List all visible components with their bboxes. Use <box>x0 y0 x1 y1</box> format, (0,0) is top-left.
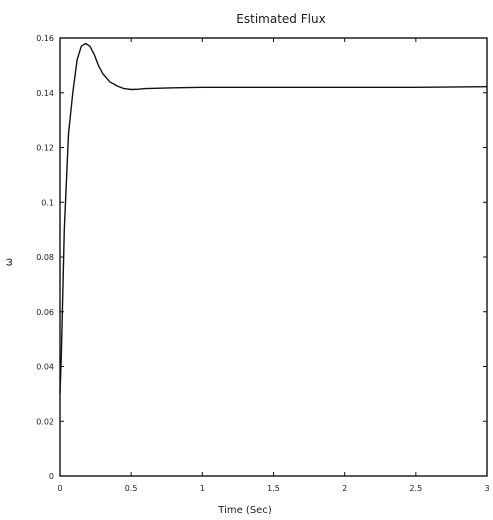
x-tick-label: 3 <box>484 484 489 493</box>
x-tick-labels: 0 0.5 1 1.5 2 2.5 3 <box>57 484 489 493</box>
y-tick-labels: 0 0.02 0.04 0.06 0.08 0.1 0.12 0.14 0.16 <box>36 34 54 481</box>
y-tick-label: 0.1 <box>41 198 54 207</box>
y-tick-label: 0.16 <box>36 34 54 43</box>
y-tick-label: 0.08 <box>36 253 54 262</box>
chart-title: Estimated Flux <box>236 12 325 26</box>
y-tick-label: 0.02 <box>36 417 54 426</box>
x-tick-label: 0 <box>57 484 62 493</box>
x-tick-label: 2 <box>342 484 347 493</box>
y-tick-label: 0.04 <box>36 363 54 372</box>
y-tick-label: 0.14 <box>36 89 54 98</box>
x-tick-label: 1 <box>200 484 205 493</box>
x-axis-label: Time (Sec) <box>217 505 272 516</box>
x-tick-label: 2.5 <box>409 484 422 493</box>
y-tick-label: 0 <box>49 472 54 481</box>
x-tick-label: 1.5 <box>267 484 280 493</box>
estimated-flux-line <box>59 42 488 394</box>
plot-frame <box>59 37 488 477</box>
y-tick-label: 0.12 <box>36 144 54 153</box>
y-axis-label: ω <box>4 258 15 266</box>
axis-ticks <box>59 37 488 477</box>
y-tick-label: 0.06 <box>36 308 54 317</box>
x-tick-label: 0.5 <box>125 484 138 493</box>
